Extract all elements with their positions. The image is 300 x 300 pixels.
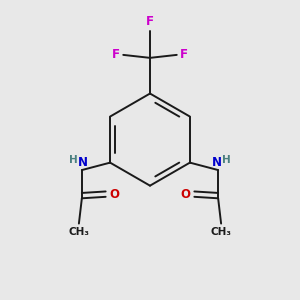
Text: CH₃: CH₃ (68, 227, 89, 237)
Text: F: F (146, 15, 154, 28)
Text: H: H (222, 155, 231, 165)
Text: F: F (112, 48, 120, 62)
Text: F: F (180, 48, 188, 62)
Text: N: N (78, 156, 88, 169)
Text: O: O (109, 188, 119, 201)
Text: O: O (181, 188, 191, 201)
Text: N: N (212, 156, 222, 169)
Text: CH₃: CH₃ (211, 227, 232, 237)
Text: H: H (69, 155, 78, 165)
